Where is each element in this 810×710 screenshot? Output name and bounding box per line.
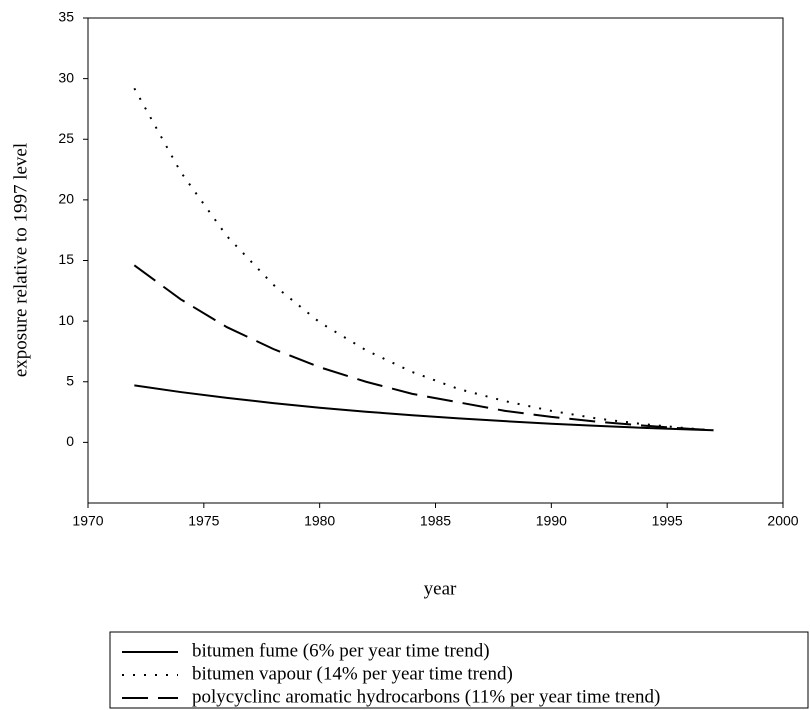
plot-frame: [87, 17, 784, 504]
y-tick-label: 30: [58, 69, 74, 85]
series-line: [134, 384, 714, 432]
legend-label: polycyclinc aromatic hydrocarbons (11% p…: [192, 686, 660, 707]
x-tick-label: 1980: [304, 513, 335, 529]
legend-label: bitumen vapour (14% per year time trend): [192, 663, 513, 684]
x-tick-label: 1970: [72, 513, 103, 529]
y-tick-label: 25: [58, 130, 74, 146]
y-axis-label: exposure relative to 1997 level: [10, 143, 31, 377]
x-tick-label: 1985: [420, 513, 451, 529]
x-tick-label: 1995: [652, 513, 683, 529]
legend-frame: [109, 631, 809, 709]
y-tick-label: 35: [58, 9, 74, 25]
x-tick-label: 1990: [536, 513, 567, 529]
y-tick-label: 0: [66, 433, 74, 449]
y-tick-label: 10: [58, 312, 74, 328]
y-tick-label: 15: [58, 251, 74, 267]
series-line: [133, 264, 714, 432]
y-tick-label: 20: [58, 191, 74, 207]
x-tick-label: 2000: [767, 513, 798, 529]
x-tick-label: 1975: [188, 513, 219, 529]
x-axis-label: year: [424, 578, 457, 599]
legend-label: bitumen fume (6% per year time trend): [192, 640, 490, 661]
y-tick-label: 5: [66, 372, 74, 388]
series-line: [133, 87, 714, 432]
